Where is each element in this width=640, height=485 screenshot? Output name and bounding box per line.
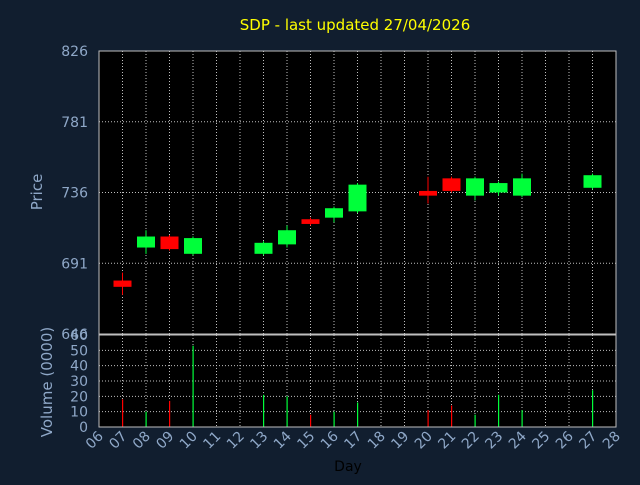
- x-tick-label: 21: [435, 429, 459, 453]
- x-axis-label: Day: [334, 459, 362, 475]
- candle-body: [583, 175, 602, 188]
- candle-body: [442, 178, 461, 191]
- x-tick-label: 08: [130, 429, 154, 453]
- x-tick-label: 13: [247, 429, 271, 453]
- volume-bar: [521, 410, 523, 427]
- volume-bar: [474, 414, 476, 427]
- price-axis-label: Price: [28, 174, 46, 211]
- x-tick-label: 26: [553, 428, 577, 452]
- volume-bar: [145, 411, 147, 427]
- candle-body: [325, 208, 343, 218]
- price-tick-label: 736: [61, 186, 88, 202]
- x-tick-label: 22: [459, 429, 483, 453]
- volume-bar: [169, 400, 171, 427]
- price-tick-label: 691: [61, 256, 88, 272]
- x-tick-label: 25: [529, 429, 553, 453]
- x-tick-label: 07: [106, 429, 130, 453]
- volume-bar: [451, 405, 453, 427]
- volume-tick-label: 50: [70, 343, 88, 359]
- x-tick-label: 10: [177, 429, 201, 453]
- volume-bar: [592, 390, 594, 427]
- candle-body: [137, 236, 155, 248]
- x-tick-label: 16: [318, 428, 342, 452]
- x-tick-label: 24: [506, 428, 530, 452]
- volume-bar: [263, 394, 265, 427]
- candle-body: [301, 219, 320, 224]
- volume-tick-label: 10: [70, 405, 88, 421]
- x-tick-label: 14: [271, 428, 295, 452]
- x-tick-label: 20: [412, 429, 436, 453]
- x-tick-label: 28: [600, 429, 624, 453]
- candle-body: [254, 242, 273, 254]
- volume-bar: [122, 399, 124, 427]
- volume-bar: [192, 345, 194, 427]
- volume-bar: [357, 402, 359, 427]
- volume-plot-border: [98, 334, 617, 428]
- x-tick-label: 09: [153, 429, 177, 453]
- volume-tick-label: 20: [70, 389, 88, 405]
- x-tick-label: 19: [388, 429, 412, 453]
- candle-body: [278, 230, 296, 245]
- price-tick-label: 646: [61, 327, 88, 343]
- volume-axis-label: Volume (0000): [38, 327, 56, 437]
- chart-title: SDP - last updated 27/04/2026: [240, 16, 471, 34]
- price-tick-label: 781: [61, 115, 88, 131]
- x-tick-label: 23: [482, 429, 506, 453]
- volume-tick-label: 40: [70, 359, 88, 375]
- candle-body: [466, 178, 484, 196]
- x-tick-label: 17: [341, 429, 365, 453]
- candle-body: [113, 280, 132, 287]
- volume-bar: [427, 410, 429, 427]
- volume-bar: [498, 394, 500, 427]
- x-tick-label: 18: [365, 429, 389, 453]
- candle-body: [513, 178, 531, 196]
- volume-bar: [333, 411, 335, 427]
- volume-tick-label: 0: [79, 420, 88, 436]
- x-tick-label: 12: [224, 429, 248, 453]
- candle-body: [184, 238, 202, 254]
- volume-tick-label: 60: [70, 328, 88, 344]
- candle-body: [489, 183, 508, 193]
- candle-body: [348, 184, 367, 212]
- candle-body: [160, 236, 179, 250]
- x-tick-label: 15: [294, 429, 318, 453]
- price-plot-border: [98, 50, 617, 335]
- volume-bar: [310, 414, 312, 427]
- price-tick-label: 826: [61, 44, 88, 60]
- candle-body: [419, 190, 437, 196]
- x-tick-label: 11: [200, 429, 224, 453]
- x-tick-label: 27: [576, 429, 600, 453]
- volume-tick-label: 30: [70, 374, 88, 390]
- volume-bar: [286, 396, 288, 427]
